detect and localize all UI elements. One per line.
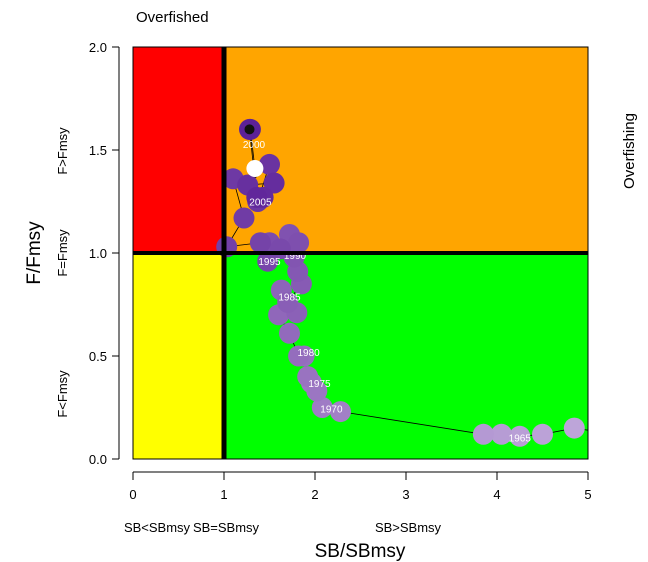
data-point bbox=[249, 232, 271, 254]
year-label: 2005 bbox=[249, 198, 272, 209]
overfished-zone bbox=[133, 253, 224, 459]
x-axis: 0 1 2 3 4 5 bbox=[129, 471, 592, 502]
y-tick-label: 1.5 bbox=[89, 143, 107, 158]
plot-frame bbox=[132, 46, 589, 460]
overfishing-zone bbox=[224, 47, 588, 253]
y-axis: 0.0 0.5 1.0 1.5 2.0 bbox=[89, 40, 120, 467]
data-point bbox=[311, 397, 333, 418]
x-tick-label: 5 bbox=[584, 487, 591, 502]
data-point bbox=[246, 160, 264, 177]
year-label: 1965 bbox=[509, 433, 532, 444]
data-points bbox=[216, 118, 626, 447]
data-point bbox=[563, 417, 585, 439]
y-tick-label: 0.0 bbox=[89, 452, 107, 467]
y-zone-label-below: F<Fmsy bbox=[55, 370, 70, 418]
x-zone-label-below: SB<SBmsy bbox=[124, 520, 191, 535]
data-point bbox=[257, 250, 279, 272]
x-tick-label: 0 bbox=[129, 487, 136, 502]
data-point bbox=[532, 423, 553, 445]
year-label: 1975 bbox=[308, 379, 331, 390]
data-point bbox=[297, 366, 319, 388]
data-point bbox=[279, 322, 300, 344]
year-label: 1995 bbox=[258, 257, 281, 268]
data-point bbox=[233, 207, 255, 229]
overfished-overfishing-zone bbox=[133, 47, 224, 253]
x-tick-label: 2 bbox=[311, 487, 318, 502]
data-point bbox=[509, 425, 531, 447]
year-label: 1985 bbox=[278, 292, 301, 303]
year-label: 1980 bbox=[297, 348, 320, 359]
y-tick-label: 2.0 bbox=[89, 40, 107, 55]
year-label: 1970 bbox=[320, 405, 343, 416]
right-label: Overfishing bbox=[621, 113, 638, 189]
y-tick-label: 0.5 bbox=[89, 349, 107, 364]
year-label: 2000 bbox=[243, 140, 266, 151]
data-point bbox=[472, 423, 494, 445]
data-point bbox=[246, 186, 268, 208]
data-point bbox=[277, 291, 299, 313]
data-point bbox=[259, 153, 280, 175]
y-axis-label: F/Fmsy bbox=[24, 221, 45, 285]
data-point bbox=[263, 172, 285, 194]
data-point bbox=[244, 124, 255, 135]
x-tick-label: 4 bbox=[493, 487, 500, 502]
data-point bbox=[491, 423, 512, 445]
year-label: 1990 bbox=[284, 251, 307, 262]
x-zone-label-above: SB>SBmsy bbox=[375, 520, 442, 535]
data-point bbox=[330, 401, 351, 423]
x-zone-label-equal: SB=SBmsy bbox=[193, 520, 260, 535]
y-zone-label-above: F>Fmsy bbox=[55, 127, 70, 175]
data-point bbox=[288, 345, 310, 367]
chart-title: Overfished bbox=[136, 9, 209, 26]
x-axis-label: SB/SBmsy bbox=[315, 541, 406, 562]
x-tick-label: 3 bbox=[402, 487, 409, 502]
data-point bbox=[288, 232, 310, 254]
y-zone-label-equal: F=Fmsy bbox=[55, 229, 70, 277]
data-point bbox=[605, 424, 626, 445]
x-tick-label: 1 bbox=[220, 487, 227, 502]
y-tick-label: 1.0 bbox=[89, 246, 107, 261]
